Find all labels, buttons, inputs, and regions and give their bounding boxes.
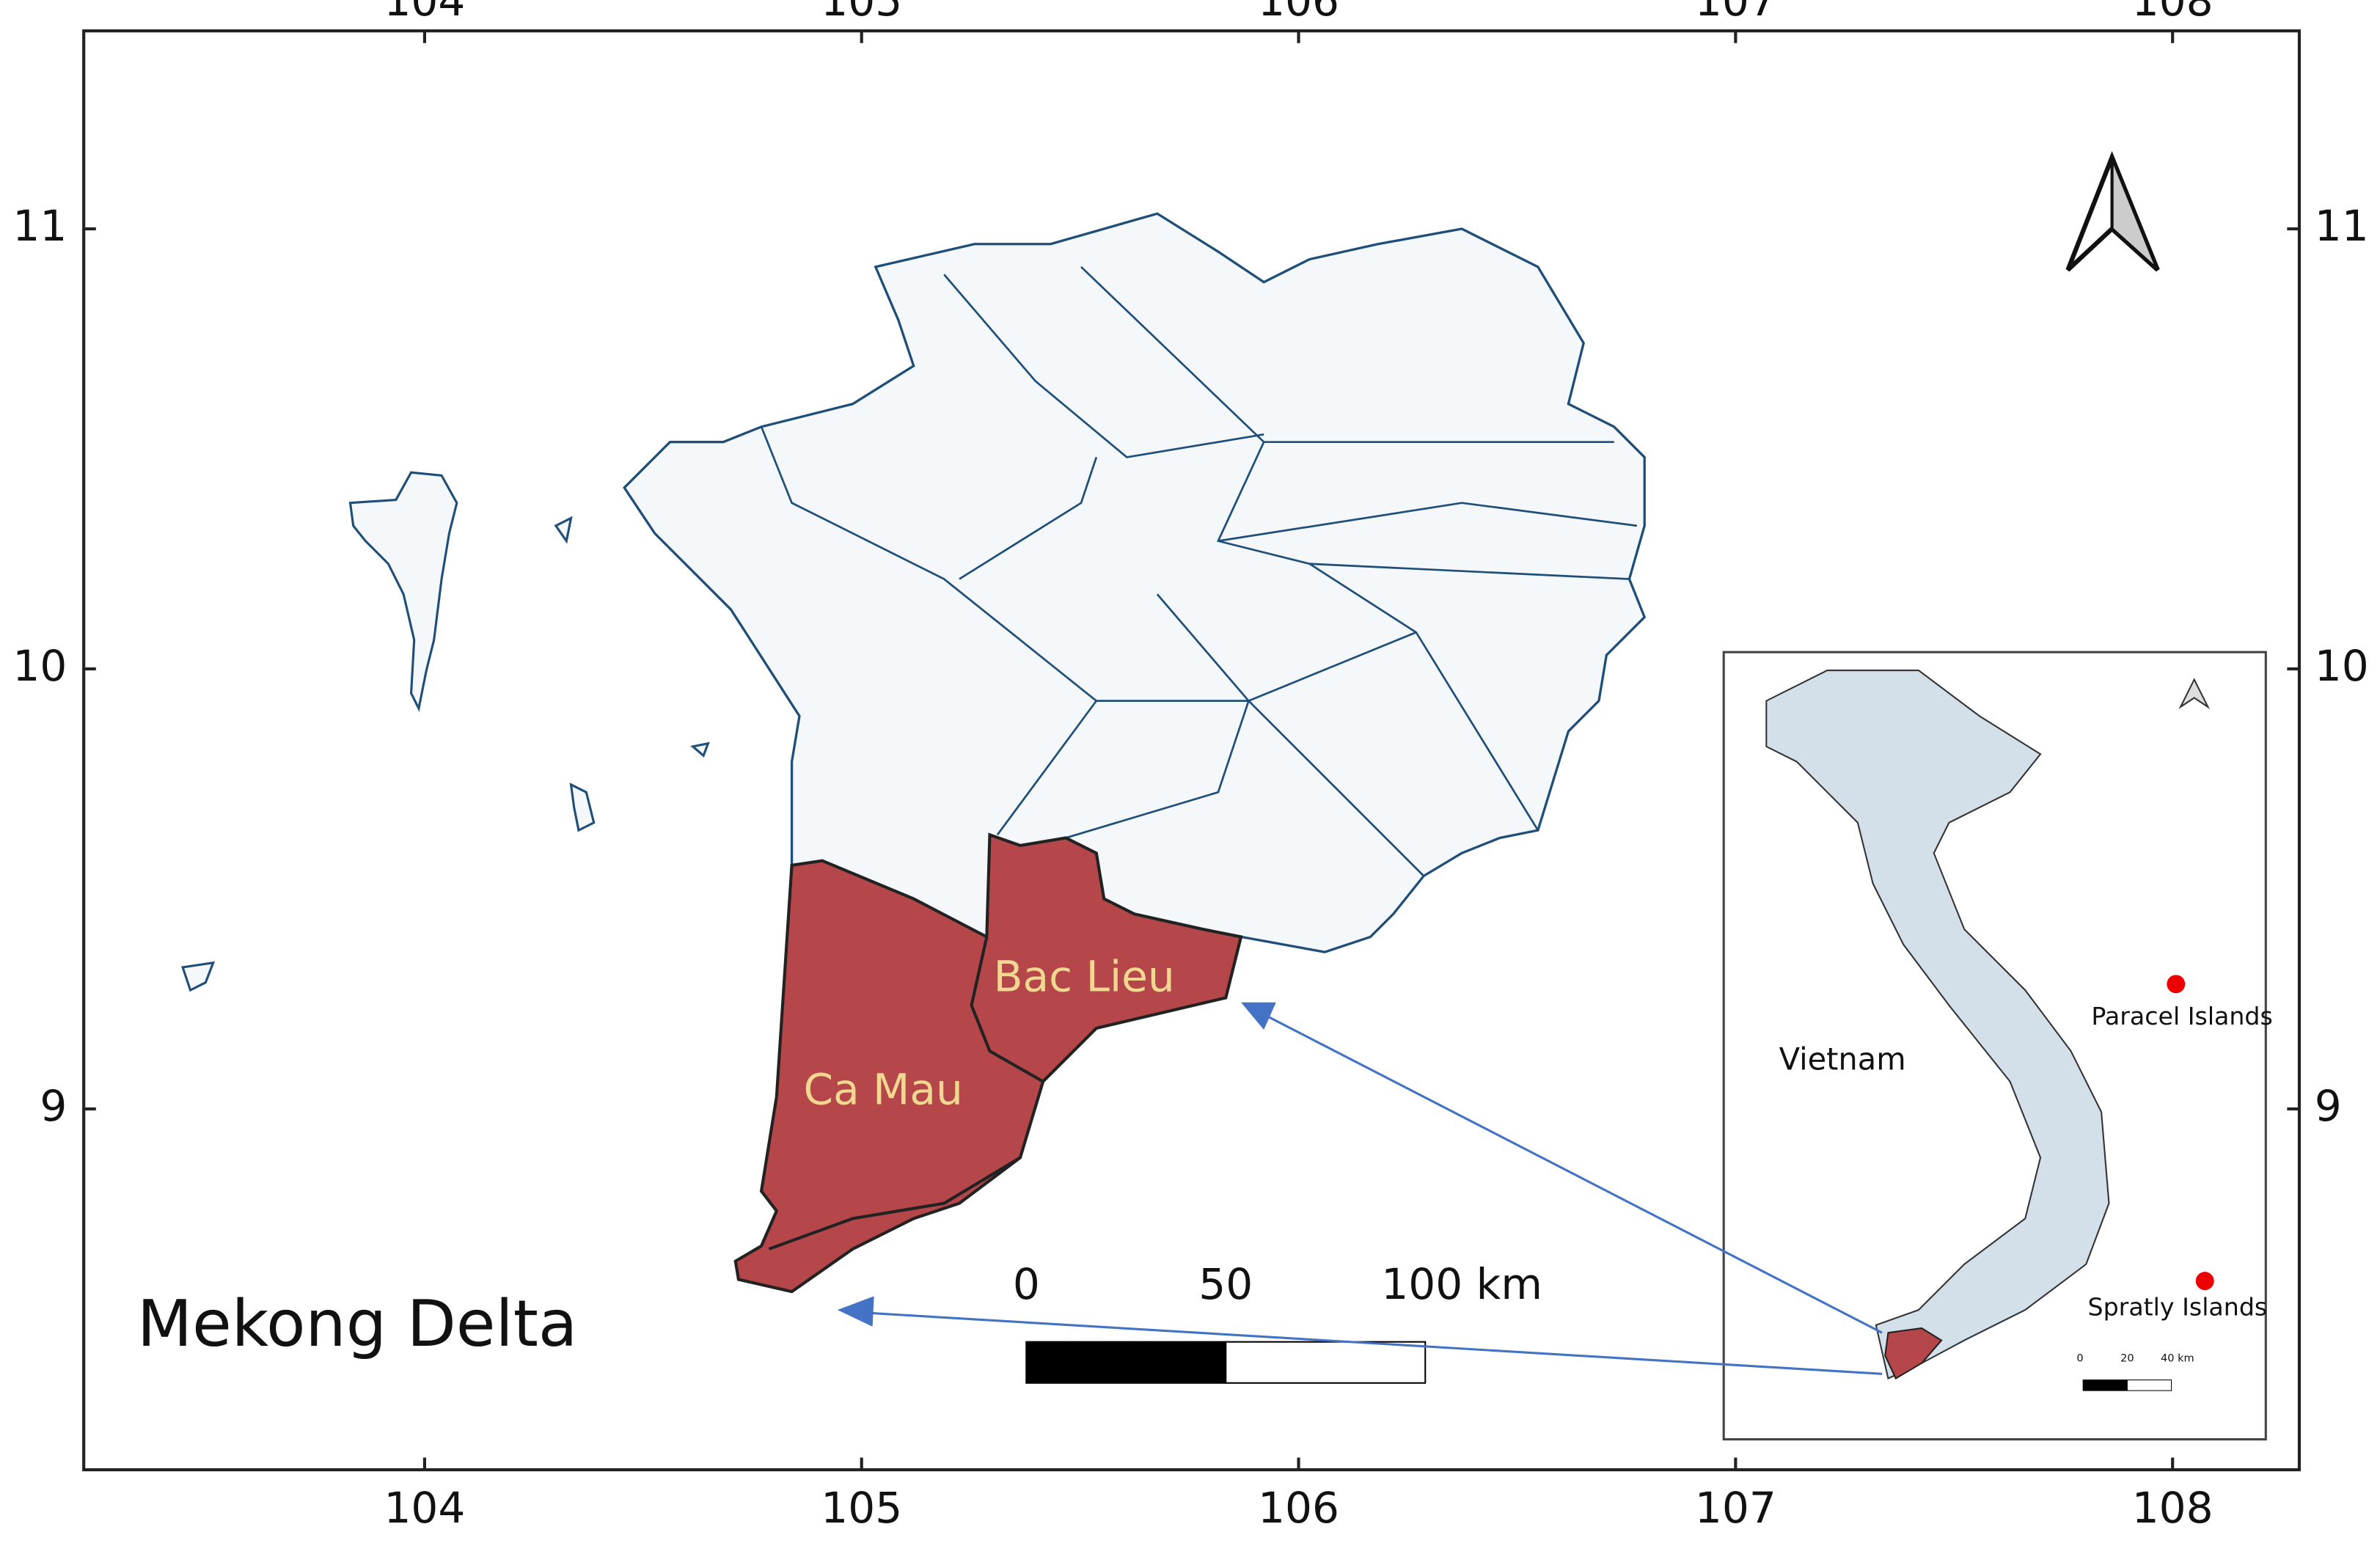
y-tick-label: 9 xyxy=(40,1081,67,1131)
pointer-arrowhead xyxy=(1241,1002,1276,1030)
scale-bar xyxy=(1225,1341,1427,1384)
inset-scale-label: 0 xyxy=(2076,1353,2083,1365)
inset-country xyxy=(1765,670,2110,1380)
inset-north-arrow xyxy=(2178,678,2211,709)
x-tick-label: 105 xyxy=(821,1483,902,1533)
y-tick-label: 10 xyxy=(2315,641,2369,691)
inset-scale-bar xyxy=(2082,1380,2128,1391)
inset-scale-label: 20 xyxy=(2120,1353,2134,1365)
delta-region xyxy=(623,212,1647,953)
island-marker xyxy=(2195,1272,2214,1291)
x-tick-label: 107 xyxy=(1695,1483,1776,1533)
scale-label: 50 xyxy=(1198,1259,1253,1309)
inset-highlight xyxy=(1884,1327,1943,1380)
y-tick-label: 9 xyxy=(2315,1081,2342,1131)
y-tick-label: 11 xyxy=(12,201,67,251)
pointer-arrow xyxy=(1263,1013,1883,1334)
inset-label: Paracel Islands xyxy=(2091,1002,2272,1030)
pointer-arrow xyxy=(868,1311,1883,1375)
region-label: Bac Lieu xyxy=(994,952,1175,1002)
x-tick-label: 108 xyxy=(2132,1483,2214,1533)
x-tick-label: 107 xyxy=(1695,0,1776,26)
x-tick-label: 108 xyxy=(2132,0,2214,26)
map-title: Mekong Delta xyxy=(137,1286,578,1361)
inset-scale-label: 40 km xyxy=(2161,1353,2194,1365)
inset-scale-bar xyxy=(2126,1380,2172,1391)
map-frame xyxy=(82,29,2302,1472)
island xyxy=(181,516,710,992)
region-label: Ca Mau xyxy=(804,1064,963,1114)
island-marker xyxy=(2167,975,2186,994)
highlighted-region xyxy=(733,832,1243,1294)
x-tick-label: 106 xyxy=(1258,1483,1339,1533)
north-arrow xyxy=(2110,156,2159,271)
province-border xyxy=(768,936,1044,1250)
scale-label: 0 xyxy=(1013,1259,1040,1309)
x-tick-label: 106 xyxy=(1258,0,1339,26)
pointer-arrowhead xyxy=(837,1296,874,1327)
inset-label: Spratly Islands xyxy=(2088,1292,2268,1321)
scale-bar xyxy=(1025,1341,1227,1384)
x-tick-label: 105 xyxy=(821,0,902,26)
y-tick-label: 11 xyxy=(2315,201,2369,251)
inset-label: Vietnam xyxy=(1779,1041,1906,1077)
island xyxy=(348,471,458,712)
province-border xyxy=(760,265,1638,877)
x-tick-label: 104 xyxy=(384,1483,465,1533)
y-tick-label: 10 xyxy=(12,641,67,691)
scale-label: 100 km xyxy=(1381,1259,1542,1309)
x-tick-label: 104 xyxy=(384,0,465,26)
